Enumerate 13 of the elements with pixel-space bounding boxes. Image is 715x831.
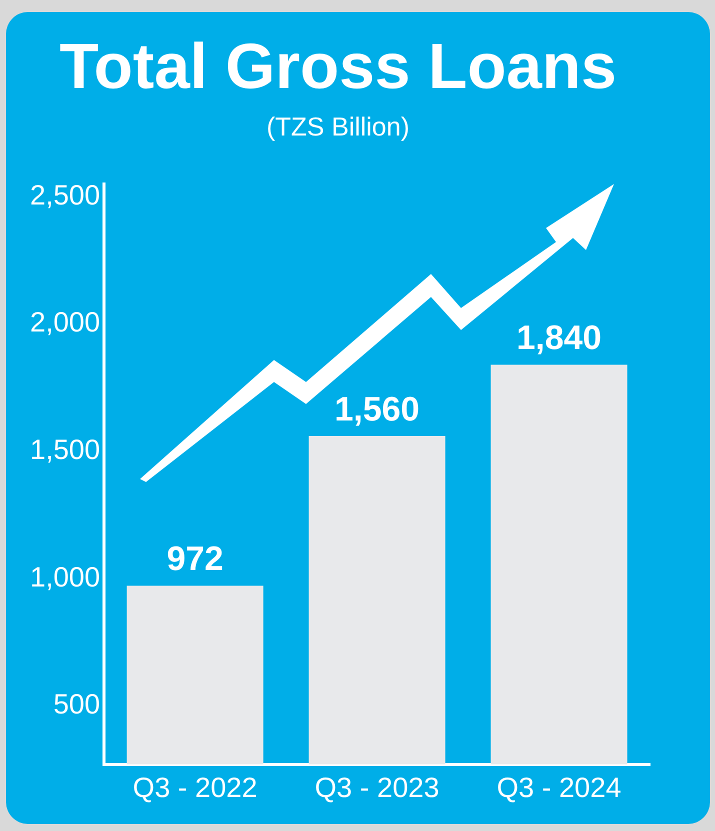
x-tick-label: Q3 - 2024: [496, 772, 622, 803]
y-tick-label: 1,500: [30, 434, 100, 466]
data-label: 1,840: [516, 319, 602, 358]
y-tick-label: 500: [53, 688, 100, 720]
x-tick-label: Q3 - 2022: [132, 772, 258, 803]
y-tick-label: 2,500: [30, 179, 100, 210]
data-label: 1,560: [334, 390, 420, 428]
chart-subtitle: (TZS Billion): [266, 112, 410, 142]
chart-title: Total Gross Loans: [59, 30, 617, 102]
y-tick-label: 2,000: [30, 306, 100, 338]
data-label: 972: [166, 540, 224, 578]
y-tick-label: 1,000: [30, 561, 100, 592]
x-tick-label: Q3 - 2023: [314, 772, 440, 803]
